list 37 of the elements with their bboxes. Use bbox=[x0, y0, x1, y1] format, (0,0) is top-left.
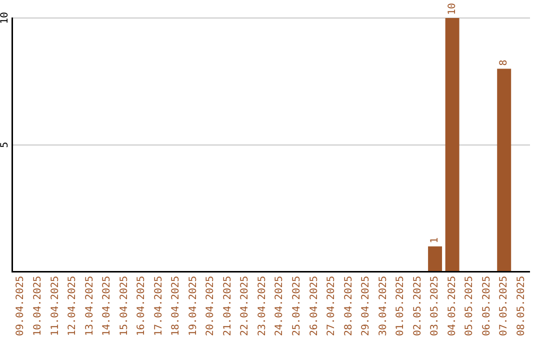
x-tick-label: 29.04.2025 bbox=[360, 276, 372, 336]
x-tick-label: 23.04.2025 bbox=[256, 276, 268, 336]
x-tick-label: 15.04.2025 bbox=[118, 276, 130, 336]
x-tick-label: 25.04.2025 bbox=[291, 276, 302, 336]
y-tick-label: 5 bbox=[0, 142, 11, 148]
x-tick-label: 26.04.2025 bbox=[308, 276, 320, 336]
x-tick-label: 09.04.2025 bbox=[15, 276, 26, 336]
x-tick-label: 11.04.2025 bbox=[50, 276, 61, 336]
x-tick-label: 05.05.2025 bbox=[464, 276, 476, 336]
x-tick-label: 22.04.2025 bbox=[240, 276, 251, 336]
x-tick-label: 07.05.2025 bbox=[498, 276, 510, 336]
x-tick-label: 24.04.2025 bbox=[274, 276, 286, 336]
x-tick-label: 16.04.2025 bbox=[136, 276, 148, 336]
x-tick-label: 04.05.2025 bbox=[446, 276, 458, 336]
x-tick-label: 01.05.2025 bbox=[395, 276, 406, 336]
bar bbox=[445, 18, 460, 272]
x-tick-label: 28.04.2025 bbox=[343, 276, 354, 336]
data-label: 10 bbox=[446, 2, 458, 15]
data-label: 8 bbox=[498, 60, 510, 66]
x-tick-label: 20.04.2025 bbox=[205, 276, 216, 336]
bar bbox=[428, 246, 442, 272]
x-tick-label: 27.04.2025 bbox=[326, 276, 338, 336]
x-tick-label: 17.04.2025 bbox=[153, 276, 164, 336]
x-tick-label: 30.04.2025 bbox=[378, 276, 389, 336]
x-tick-label: 06.05.2025 bbox=[481, 276, 492, 336]
x-tick-label: 21.04.2025 bbox=[222, 276, 234, 336]
x-tick-label: 12.04.2025 bbox=[67, 276, 78, 336]
bar bbox=[497, 68, 512, 272]
x-tick-label: 18.04.2025 bbox=[170, 276, 182, 336]
x-tick-label: 19.04.2025 bbox=[188, 276, 199, 336]
x-tick-label: 14.04.2025 bbox=[102, 276, 113, 336]
x-tick-label: 08.05.2025 bbox=[516, 276, 527, 336]
x-tick-label: 02.05.2025 bbox=[412, 276, 424, 336]
x-tick-label: 03.05.2025 bbox=[430, 276, 441, 336]
x-tick-label: 10.04.2025 bbox=[32, 276, 44, 336]
data-label: 1 bbox=[430, 237, 441, 244]
x-tick-label: 13.04.2025 bbox=[84, 276, 96, 336]
